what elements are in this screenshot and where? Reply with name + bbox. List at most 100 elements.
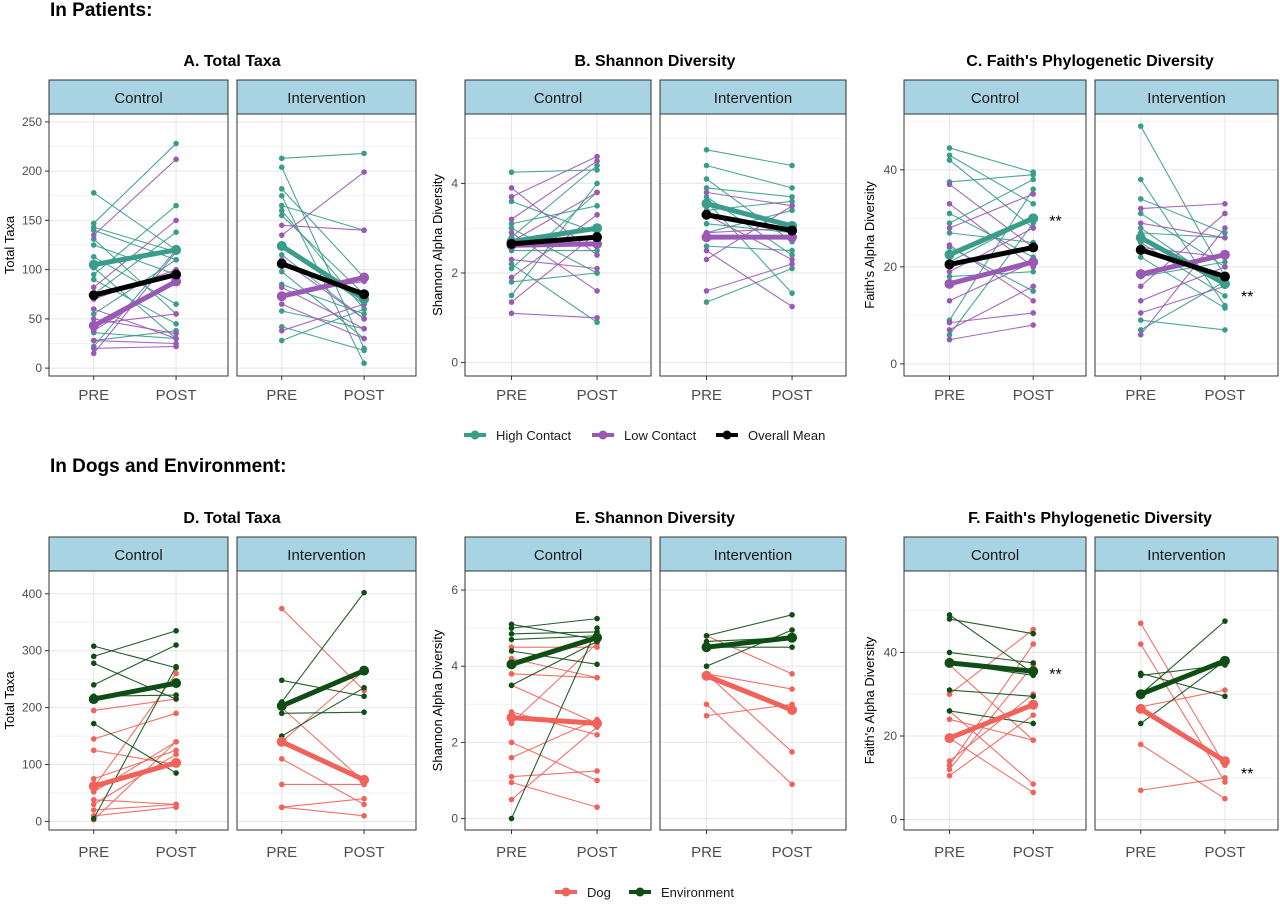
individual-line [511,642,598,724]
individual-point [173,343,179,350]
individual-line [281,806,365,817]
individual-point [946,616,953,622]
individual-point [703,632,710,639]
individual-point [594,319,600,326]
plot-area [465,571,651,830]
individual-line [281,592,365,703]
individual-point [278,207,285,214]
individual-point [946,200,953,207]
significance-marker: ** [1049,213,1061,230]
panel-A: A. Total Taxa Total Taxa 0 50 100 150 200 250 Co… [2,53,417,404]
mean-line [704,673,795,713]
individual-line [281,758,365,805]
individual-point [1030,720,1037,727]
facet-intervention: Intervention PRE POST [236,79,417,404]
individual-point [703,162,710,169]
legend-label: Low Contact [624,428,697,443]
individual-line [93,666,177,819]
y-tick-label: 200 [22,164,42,178]
individual-line [93,238,177,315]
individual-line [511,191,598,269]
y-tick-label: 6 [451,583,458,597]
individual-point [1222,774,1228,781]
individual-line [949,285,1034,331]
individual-point [90,337,97,344]
individual-line [511,191,598,243]
facet-strip [464,79,652,115]
y-axis-label: Total Taxa [2,215,17,274]
individual-point [508,194,515,200]
individual-line [511,312,598,319]
individual-point [278,222,285,229]
individual-point [278,284,285,291]
individual-line [1140,232,1225,239]
individual-point [278,268,285,275]
individual-point [90,254,97,260]
mean-point [276,258,287,269]
individual-point [1222,293,1228,299]
individual-point [173,804,179,811]
panel-title: C. Faith's Phylogenetic Diversity [966,53,1214,70]
individual-point [90,801,97,808]
individual-point [278,308,285,314]
individual-line [511,770,598,778]
individual-point [789,252,795,258]
individual-line [706,703,793,785]
individual-line [949,629,1034,695]
individual-point [1222,200,1228,207]
individual-point [703,243,710,249]
individual-line [93,231,177,295]
y-tick-label: 400 [22,587,42,601]
individual-line [949,312,1034,324]
individual-point [789,290,795,296]
individual-line [281,205,365,231]
mean-point [359,774,370,785]
mean-point [171,678,182,689]
individual-line [281,152,365,159]
individual-line [93,799,177,805]
individual-point [946,772,953,779]
mean-point [1028,256,1039,267]
individual-point [508,682,515,689]
individual-point [278,756,285,762]
individual-line [1140,203,1225,210]
individual-point [594,661,600,668]
x-tick-label: PRE [266,387,297,404]
individual-point [361,150,367,157]
individual-point [508,299,515,305]
individual-line [511,259,598,270]
individual-line [511,684,598,724]
individual-line [1140,672,1226,697]
x-tick-label: POST [156,387,197,404]
individual-point [946,762,953,769]
individual-point [1030,693,1037,700]
facet-strip-label: Intervention [1147,547,1225,564]
legend-item: Overall Mean [716,428,825,443]
panel-title: A. Total Taxa [183,53,280,70]
facet-control: Control PRE POST [464,536,652,861]
mean-point [701,209,712,220]
individual-point [278,337,285,344]
individual-point [1030,630,1037,637]
individual-point [278,781,285,788]
mean-line [947,660,1036,674]
mean-point [171,244,182,255]
individual-point [278,155,285,162]
mean-point [1028,666,1039,677]
individual-point [508,754,515,761]
mean-point [1219,249,1230,260]
y-axis-label: Shannon Alpha Diversity [430,629,445,771]
individual-point [278,186,285,192]
y-tick-label: 0 [35,361,42,375]
individual-line [93,192,177,251]
mean-point [1219,278,1230,289]
individual-point [1030,171,1037,178]
individual-point [90,306,97,312]
individual-point [173,256,179,263]
individual-point [1137,641,1144,647]
individual-point [946,708,953,714]
individual-point [946,327,953,333]
individual-point [1137,327,1144,333]
facet-strip [903,536,1087,572]
